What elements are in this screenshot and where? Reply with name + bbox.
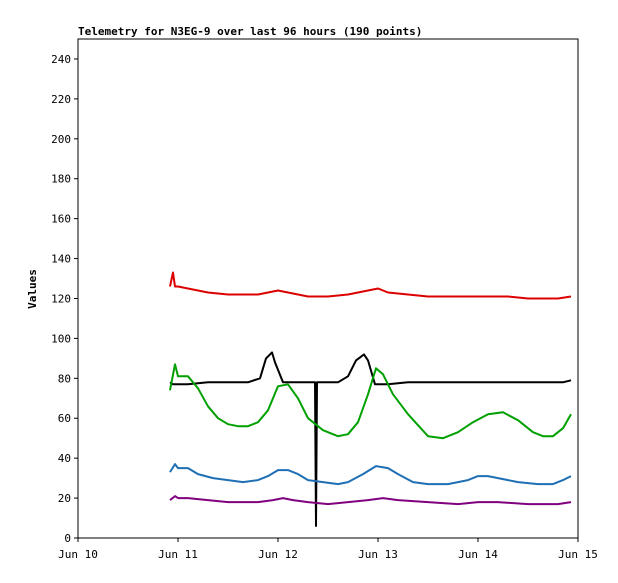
y-tick-label: 200: [51, 133, 71, 146]
series-line-3: [169, 363, 572, 440]
y-tick-label: 160: [51, 213, 71, 226]
series-line-4: [169, 463, 572, 486]
y-ticks: 0 20 40 60 80 100 120 140 160 180 200 220 240: [51, 53, 78, 545]
x-tick-label: Jun 11: [158, 548, 198, 561]
y-tick-label: 240: [51, 53, 71, 66]
y-tick-label: 100: [51, 332, 71, 345]
y-tick-label: 40: [58, 452, 71, 465]
x-tick-label: Jun 13: [358, 548, 398, 561]
y-tick-label: 120: [51, 292, 71, 305]
y-axis-label: Values: [26, 269, 39, 309]
y-tick-label: 220: [51, 93, 71, 106]
y-tick-label: 80: [58, 372, 71, 385]
series-layer: [169, 271, 572, 527]
series-line-5: [169, 495, 572, 506]
x-tick-label: Jun 15: [558, 548, 598, 561]
y-tick-label: 180: [51, 173, 71, 186]
y-tick-label: 140: [51, 253, 71, 266]
series-line-2: [169, 351, 572, 527]
y-tick-label: 60: [58, 412, 71, 425]
x-tick-label: Jun 10: [58, 548, 98, 561]
y-tick-label: 0: [64, 532, 71, 545]
chart-title: Telemetry for N3EG-9 over last 96 hours …: [78, 25, 422, 38]
x-tick-label: Jun 14: [458, 548, 498, 561]
x-ticks: Jun 10 Jun 11 Jun 12 Jun 13 Jun 14 Jun 15: [58, 538, 598, 561]
plot-frame: [77, 38, 579, 539]
y-tick-label: 20: [58, 492, 71, 505]
series-line-1: [169, 271, 572, 300]
x-tick-label: Jun 12: [258, 548, 298, 561]
